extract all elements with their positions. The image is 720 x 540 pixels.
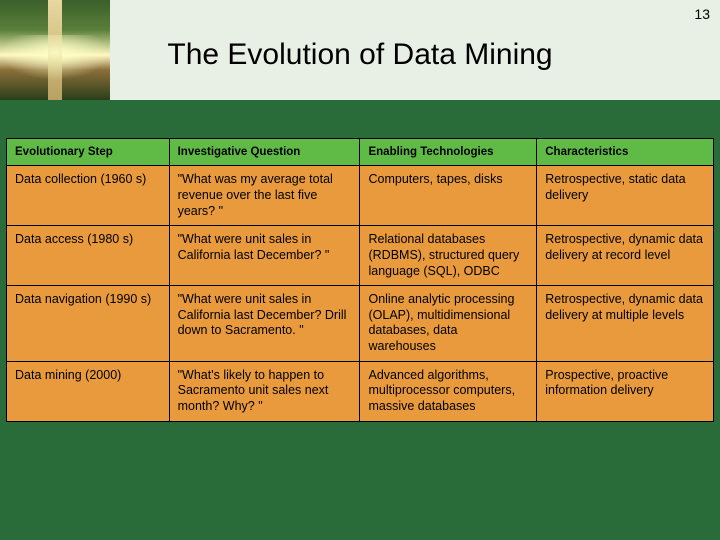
cell-step: Data collection (1960 s) xyxy=(7,166,170,226)
table-header-row: Evolutionary Step Investigative Question… xyxy=(7,139,714,166)
table-row: Data navigation (1990 s) "What were unit… xyxy=(7,286,714,362)
cell-question: "What's likely to happen to Sacramento u… xyxy=(169,361,360,421)
cell-characteristics: Prospective, proactive information deliv… xyxy=(537,361,714,421)
cell-step: Data access (1980 s) xyxy=(7,226,170,286)
page-title: The Evolution of Data Mining xyxy=(0,38,720,72)
page-number: 13 xyxy=(694,6,710,22)
cell-characteristics: Retrospective, dynamic data delivery at … xyxy=(537,226,714,286)
cell-tech: Relational databases (RDBMS), structured… xyxy=(360,226,537,286)
table-row: Data access (1980 s) "What were unit sal… xyxy=(7,226,714,286)
cell-step: Data mining (2000) xyxy=(7,361,170,421)
cell-step: Data navigation (1990 s) xyxy=(7,286,170,362)
cell-question: "What was my average total revenue over … xyxy=(169,166,360,226)
table-row: Data mining (2000) "What's likely to hap… xyxy=(7,361,714,421)
table-row: Data collection (1960 s) "What was my av… xyxy=(7,166,714,226)
spacer xyxy=(0,100,720,138)
cell-question: "What were unit sales in California last… xyxy=(169,226,360,286)
cell-characteristics: Retrospective, static data delivery xyxy=(537,166,714,226)
cell-question: "What were unit sales in California last… xyxy=(169,286,360,362)
cell-tech: Advanced algorithms, multiprocessor comp… xyxy=(360,361,537,421)
cell-tech: Online analytic processing (OLAP), multi… xyxy=(360,286,537,362)
col-header: Investigative Question xyxy=(169,139,360,166)
col-header: Characteristics xyxy=(537,139,714,166)
col-header: Evolutionary Step xyxy=(7,139,170,166)
col-header: Enabling Technologies xyxy=(360,139,537,166)
cell-tech: Computers, tapes, disks xyxy=(360,166,537,226)
evolution-table: Evolutionary Step Investigative Question… xyxy=(6,138,714,422)
cell-characteristics: Retrospective, dynamic data delivery at … xyxy=(537,286,714,362)
header-band: 13 The Evolution of Data Mining xyxy=(0,0,720,100)
table-container: Evolutionary Step Investigative Question… xyxy=(0,138,720,422)
